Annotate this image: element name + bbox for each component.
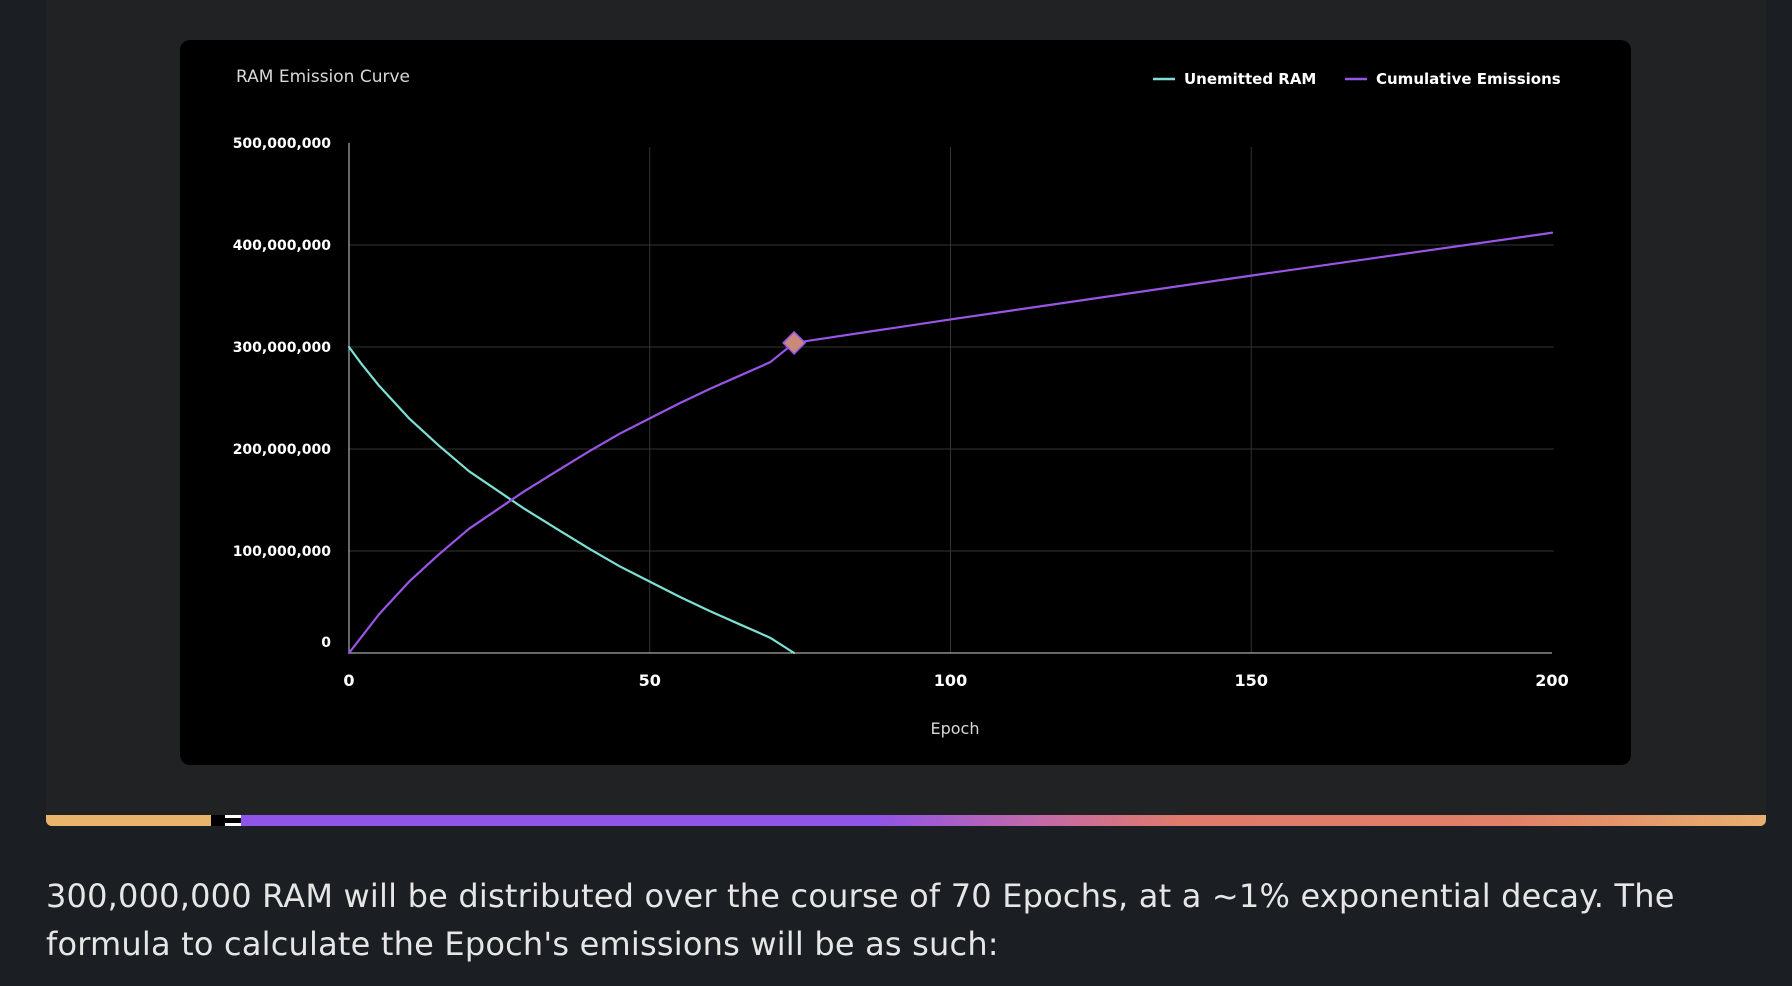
gradient-accent-bar bbox=[46, 815, 1766, 826]
chart-grid bbox=[349, 147, 1554, 653]
chart-markers bbox=[782, 330, 807, 355]
y-tick-label: 0 bbox=[321, 635, 331, 651]
emission-chart: RAM Emission Curve Unemitted RAM Cumulati… bbox=[233, 67, 1569, 738]
chart-axes bbox=[348, 143, 1552, 654]
chart-title: RAM Emission Curve bbox=[236, 67, 410, 87]
y-tick-label: 200,000,000 bbox=[233, 442, 332, 458]
gradient-bar-white-inner bbox=[225, 818, 241, 823]
series-line-unemitted-ram bbox=[347, 345, 796, 655]
x-tick-label: 150 bbox=[1235, 671, 1268, 690]
gradient-bar-gold-segment bbox=[46, 815, 211, 826]
y-tick-label: 100,000,000 bbox=[233, 544, 332, 560]
legend-label: Unemitted RAM bbox=[1184, 70, 1316, 88]
legend-label: Cumulative Emissions bbox=[1376, 70, 1561, 88]
x-axis-label: Epoch bbox=[931, 719, 980, 738]
gradient-bar-black-segment bbox=[211, 815, 225, 826]
x-tick-label: 200 bbox=[1535, 671, 1568, 690]
x-tick-label: 0 bbox=[343, 671, 354, 690]
x-axis-ticks: 0 50 100 150 200 bbox=[343, 671, 1568, 690]
y-tick-label: 300,000,000 bbox=[233, 340, 332, 356]
description-paragraph: 300,000,000 RAM will be distributed over… bbox=[46, 877, 1675, 963]
y-axis-ticks: 0 100,000,000 200,000,000 300,000,000 400,00… bbox=[233, 136, 332, 651]
y-tick-label: 400,000,000 bbox=[233, 238, 332, 254]
y-tick-label: 500,000,000 bbox=[233, 136, 332, 152]
chart-legend: Unemitted RAM Cumulative Emissions bbox=[1153, 70, 1561, 88]
x-tick-label: 50 bbox=[639, 671, 661, 690]
x-tick-label: 100 bbox=[934, 671, 967, 690]
chart-card: RAM Emission Curve Unemitted RAM Cumulati… bbox=[180, 40, 1631, 765]
diamond-marker bbox=[782, 330, 807, 355]
